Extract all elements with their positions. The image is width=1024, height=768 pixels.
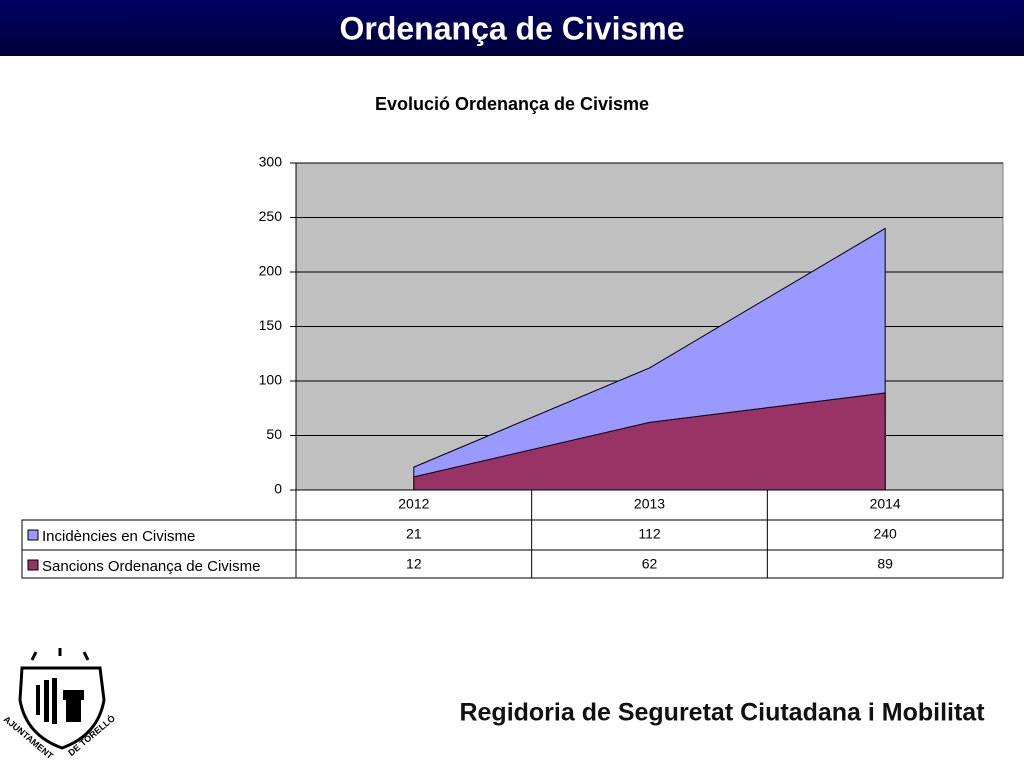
slide-title: Ordenança de Civisme	[339, 10, 684, 46]
logo-bar	[36, 685, 40, 715]
legend-label: Sancions Ordenança de Civisme	[42, 558, 260, 575]
logo-bar	[44, 680, 49, 722]
y-tick-label: 50	[266, 426, 282, 442]
table-value: 240	[873, 526, 897, 542]
table-value: 89	[877, 556, 893, 572]
logo-tower	[63, 690, 84, 722]
y-tick-label: 300	[259, 154, 283, 170]
legend-swatch	[27, 559, 39, 571]
logo	[18, 648, 106, 750]
table-value: 21	[406, 526, 422, 542]
y-tick-label: 100	[259, 372, 283, 388]
logo-dash	[30, 651, 38, 661]
chart-title: Evolució Ordenança de Civisme	[375, 94, 649, 114]
logo-dash	[82, 651, 90, 661]
table-value: 112	[638, 526, 661, 542]
y-tick-label: 250	[259, 208, 283, 224]
legend-label: Incidències en Civisme	[42, 528, 195, 545]
y-tick-label: 0	[274, 481, 282, 497]
data-table	[21, 519, 1004, 579]
y-tick-label: 150	[259, 317, 283, 333]
data-table	[295, 489, 1004, 521]
logo-shield	[18, 666, 106, 750]
logo-bar	[52, 678, 57, 724]
footer-text: Regidoria de Seguretat Ciutadana i Mobil…	[459, 699, 985, 727]
table-value: 12	[406, 556, 422, 572]
x-tick-label: 2013	[634, 496, 665, 512]
header-bar	[0, 0, 1024, 56]
x-tick-label: 2012	[398, 496, 429, 512]
table-value: 62	[642, 556, 658, 572]
legend-swatch	[27, 529, 39, 541]
x-tick-label: 2014	[870, 496, 901, 512]
y-tick-label: 200	[259, 263, 283, 279]
